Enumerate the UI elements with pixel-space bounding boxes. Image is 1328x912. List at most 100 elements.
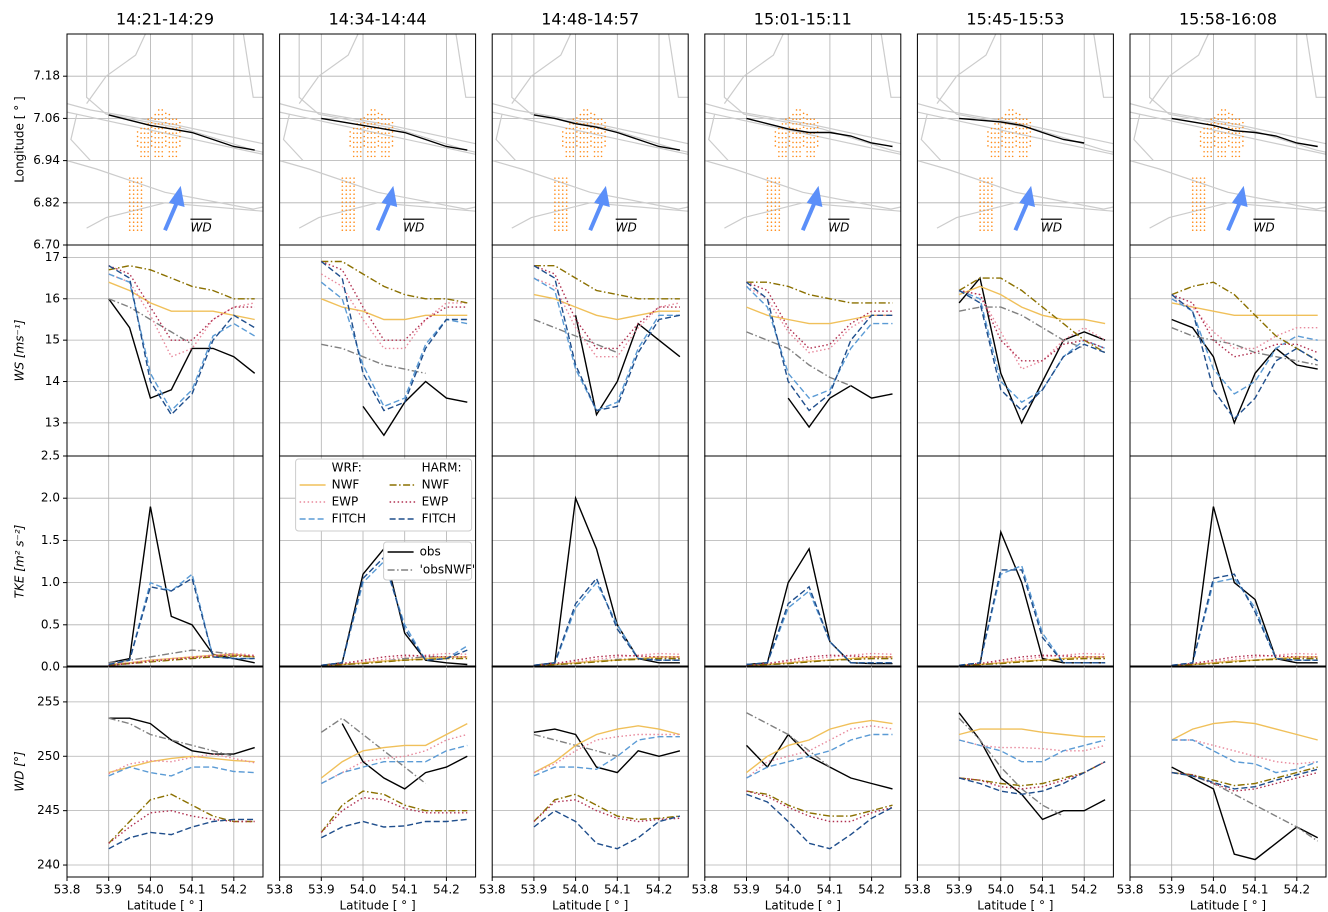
series-line: [1171, 720, 1318, 741]
turbine: [770, 193, 773, 195]
turbine: [792, 141, 794, 144]
turbine: [990, 132, 993, 134]
series-line: [1171, 294, 1319, 420]
turbine: [991, 193, 993, 195]
turbine: [586, 155, 589, 158]
turbine: [1018, 137, 1021, 139]
turbine: [1231, 123, 1234, 125]
turbine: [994, 146, 996, 148]
turbine: [157, 109, 160, 111]
turbine: [766, 181, 769, 183]
turbine: [1195, 177, 1198, 179]
turbine: [991, 201, 993, 203]
flight-track: [936, 202, 1114, 229]
turbine: [150, 126, 153, 129]
series-line: [1171, 654, 1318, 666]
turbine: [1018, 113, 1021, 116]
turbine: [990, 127, 993, 130]
turbine: [1213, 131, 1216, 133]
turbine: [349, 205, 351, 207]
turbine: [586, 127, 589, 130]
turbine: [381, 132, 383, 134]
turbine: [770, 197, 773, 199]
turbine: [1203, 213, 1206, 215]
turbine: [154, 127, 156, 130]
turbine: [370, 123, 373, 125]
turbine: [1195, 205, 1198, 207]
turbine: [766, 205, 769, 207]
turbine: [1217, 132, 1219, 134]
turbine: [1001, 140, 1003, 142]
turbine: [140, 213, 143, 215]
turbine: [140, 141, 142, 144]
turbine: [802, 145, 805, 147]
turbine: [565, 127, 568, 130]
x-tick-label: 53.9: [946, 883, 973, 897]
turbine: [987, 201, 989, 203]
turbine: [1224, 123, 1227, 125]
y-tick-label: 16: [45, 291, 60, 305]
turbine: [785, 141, 787, 144]
turbine: [172, 150, 174, 153]
turbine: [565, 141, 568, 144]
turbine: [1220, 150, 1223, 153]
turbine: [1220, 146, 1223, 148]
panel: [492, 456, 689, 667]
turbine: [1001, 135, 1003, 138]
series-line: [958, 761, 1106, 796]
turbine: [1022, 132, 1025, 134]
turbine: [161, 109, 164, 111]
turbine: [132, 229, 135, 232]
series-line: [746, 117, 893, 148]
turbine: [356, 155, 359, 158]
turbine: [353, 225, 355, 228]
series-line: [321, 654, 468, 666]
turbine: [1018, 123, 1021, 125]
turbine: [579, 137, 582, 139]
turbine: [597, 141, 599, 144]
turbine: [766, 189, 769, 191]
turbine: [1008, 137, 1010, 139]
turbine: [781, 146, 784, 148]
turbine: [136, 185, 139, 187]
turbine: [349, 213, 351, 215]
turbine: [1231, 127, 1234, 130]
turbine: [1199, 205, 1202, 207]
turbine: [572, 155, 575, 158]
turbine: [813, 150, 815, 153]
turbine: [132, 197, 135, 199]
turbine: [1011, 137, 1014, 139]
series-line: [320, 818, 468, 839]
y-axis-label: TKE [m² s⁻²]: [13, 524, 27, 598]
turbine: [1004, 113, 1007, 116]
turbine: [774, 177, 777, 179]
turbine: [558, 177, 560, 179]
series-line: [787, 384, 893, 429]
wind-arrow-head: [1019, 185, 1035, 207]
turbine: [1018, 141, 1021, 144]
turbine: [1001, 126, 1003, 129]
turbine: [132, 177, 135, 179]
turbine: [1224, 118, 1227, 121]
turbine: [136, 201, 139, 203]
turbine: [576, 135, 578, 138]
turbine: [576, 145, 578, 147]
turbine: [161, 132, 164, 134]
turbine: [1242, 126, 1244, 129]
turbine: [799, 123, 801, 125]
wd-label: WD: [1041, 221, 1062, 235]
turbine: [990, 137, 993, 139]
turbine: [561, 135, 564, 138]
turbine: [990, 150, 993, 153]
turbine: [569, 146, 571, 148]
series-line: [958, 306, 1085, 350]
turbine: [1217, 150, 1219, 153]
turbine: [353, 205, 355, 207]
turbine: [349, 181, 351, 183]
y-tick-label: 2.0: [41, 491, 60, 505]
flight-track: [511, 34, 572, 104]
turbine: [600, 132, 603, 134]
turbine: [813, 146, 815, 148]
turbine: [168, 118, 171, 121]
turbine: [164, 145, 167, 147]
